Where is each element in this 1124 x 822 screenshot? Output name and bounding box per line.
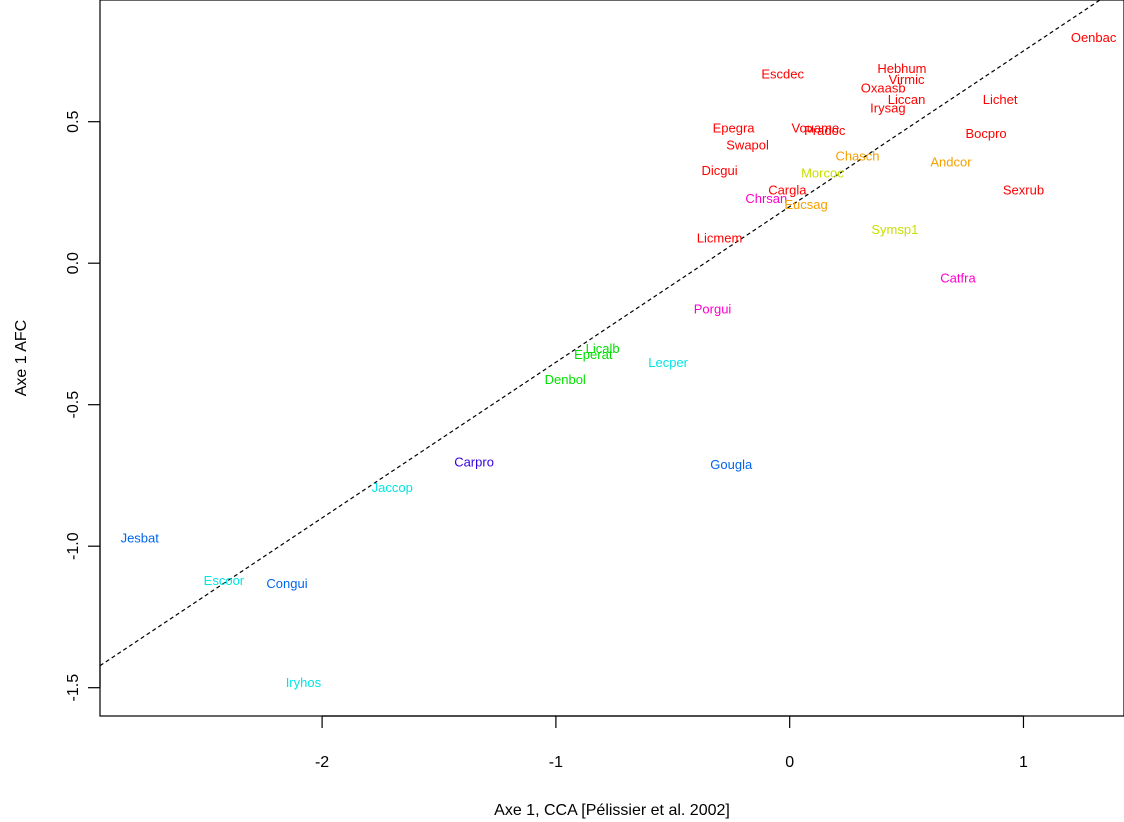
- point-label-eperat: Eperat: [574, 347, 613, 362]
- point-label-eucsag: Eucsag: [784, 197, 827, 212]
- point-label-porgui: Porgui: [694, 301, 732, 316]
- point-label-escoor: Escoor: [204, 573, 245, 588]
- y-tick-label: -1.5: [65, 674, 82, 702]
- point-label-vouame: Vouame: [792, 120, 840, 135]
- point-label-pradoc: Pradoc: [804, 123, 846, 138]
- point-label-liccan: Liccan: [888, 92, 926, 107]
- point-label-symsp1: Symsp1: [871, 222, 918, 237]
- point-label-congui: Congui: [266, 576, 307, 591]
- point-label-dicgui: Dicgui: [701, 163, 737, 178]
- point-label-jesbat: Jesbat: [121, 531, 160, 546]
- point-label-hebhum: Hebhum: [877, 61, 926, 76]
- point-label-andcor: Andcor: [930, 154, 972, 169]
- point-label-irysag: Irysag: [870, 101, 905, 116]
- y-tick-label: 0.5: [65, 110, 82, 132]
- point-label-chrsan: Chrsan: [745, 191, 787, 206]
- point-label-cargla: Cargla: [768, 183, 807, 198]
- x-axis: -2 -1 0 1: [315, 715, 1028, 771]
- point-label-sexrub: Sexrub: [1003, 183, 1044, 198]
- point-label-bocpro: Bocpro: [965, 126, 1006, 141]
- x-axis-title: Axe 1, CCA [Pélissier et al. 2002]: [494, 802, 730, 819]
- point-label-licalb: Licalb: [586, 341, 620, 356]
- point-label-iryhos: Iryhos: [286, 675, 322, 690]
- point-label-gougla: Gougla: [710, 457, 753, 472]
- x-tick-label: 0: [785, 754, 794, 771]
- point-label-swapol: Swapol: [726, 137, 769, 152]
- reference-line: [100, 0, 1102, 667]
- point-label-virmic: Virmic: [889, 72, 925, 87]
- y-tick-label: -1.0: [65, 532, 82, 560]
- point-label-lichet: Lichet: [983, 92, 1018, 107]
- x-tick-label: 1: [1019, 754, 1028, 771]
- point-label-oxaasb: Oxaasb: [861, 81, 906, 96]
- point-label-morcoc: Morcoc: [801, 166, 844, 181]
- point-label-oenbac: Oenbac: [1071, 30, 1117, 45]
- point-label-denbol: Denbol: [545, 372, 586, 387]
- point-label-catfra: Catfra: [940, 270, 976, 285]
- y-axis-title: Axe 1 AFC: [13, 320, 30, 396]
- point-label-jaccop: Jaccop: [372, 480, 413, 495]
- point-label-epegra: Epegra: [713, 120, 756, 135]
- point-label-lecper: Lecper: [648, 355, 688, 370]
- y-tick-label: 0.0: [65, 252, 82, 274]
- point-label-escdec: Escdec: [761, 67, 804, 82]
- x-tick-label: -1: [549, 754, 563, 771]
- y-axis: -1.5 -1.0 -0.5 0.0 0.5: [65, 110, 101, 702]
- point-label-chasch: Chasch: [835, 149, 879, 164]
- point-label-carpro: Carpro: [454, 454, 494, 469]
- point-label-licmem: Licmem: [697, 231, 743, 246]
- y-tick-label: -0.5: [65, 391, 82, 419]
- x-tick-label: -2: [315, 754, 329, 771]
